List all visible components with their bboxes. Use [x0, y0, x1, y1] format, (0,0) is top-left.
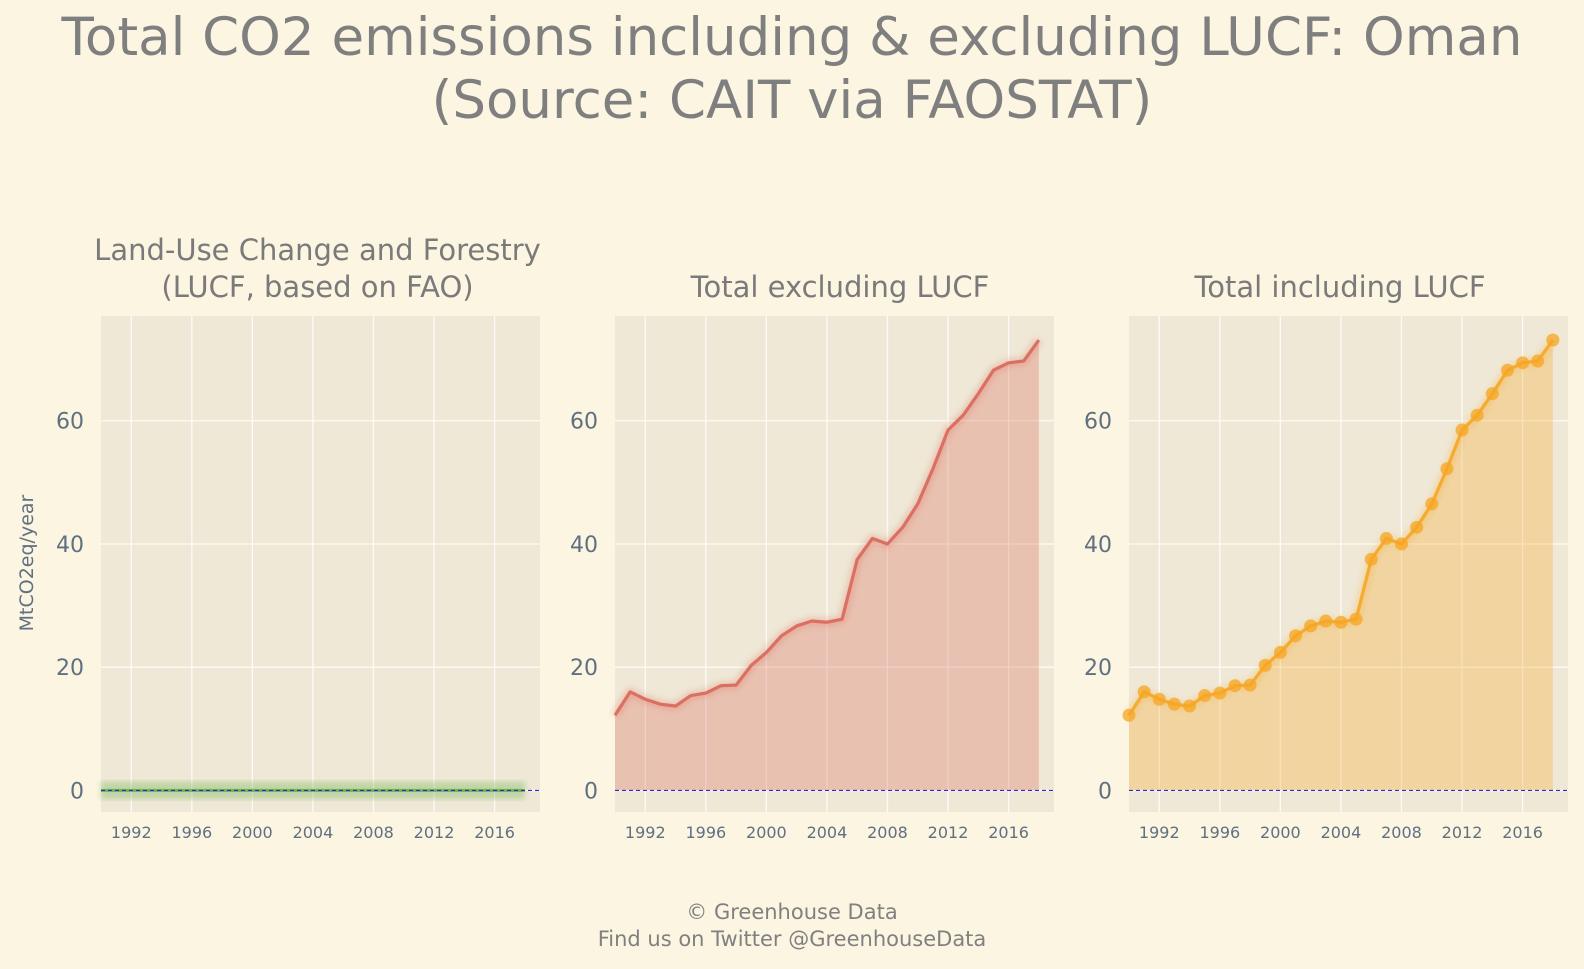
x-tick-label-lucf: 2000: [232, 823, 273, 842]
x-tick-label-excluding: 2008: [867, 823, 908, 842]
panel-title-including: Total including LUCF: [1070, 269, 1584, 306]
figure-title: Total CO2 emissions including & excludin…: [0, 6, 1584, 132]
data-point-including: [1152, 692, 1166, 706]
y-tick-label-excluding: 0: [584, 779, 598, 804]
y-tick-label-lucf: 60: [56, 410, 84, 435]
series-area-excluding: [615, 340, 1039, 791]
series-line-excluding: [613, 339, 1041, 717]
data-point-including: [1304, 619, 1318, 633]
panel-lucf: 0 20 40 60 1992 1996 2000 2004 2008 2012 2016: [56, 316, 540, 842]
y-tick-label-including: 60: [1084, 410, 1112, 435]
y-tick-label-including: 40: [1084, 533, 1112, 558]
y-tick-label-including: 20: [1084, 656, 1112, 681]
y-tick-label-excluding: 60: [570, 410, 598, 435]
data-point-including: [1243, 678, 1257, 692]
x-tick-label-including: 1992: [1139, 823, 1180, 842]
x-tick-label-excluding: 2004: [807, 823, 848, 842]
y-tick-label-including: 0: [1098, 779, 1112, 804]
x-tick-label-including: 2008: [1381, 823, 1422, 842]
x-tick-label-lucf: 2012: [414, 823, 455, 842]
data-point-including: [1379, 531, 1393, 545]
x-tick-label-lucf: 1996: [171, 823, 212, 842]
figure-title-line1: Total CO2 emissions including & excludin…: [61, 7, 1523, 68]
panel-title-excluding: Total excluding LUCF: [560, 269, 1120, 306]
data-point-including: [1122, 708, 1136, 722]
data-point-including: [1546, 333, 1560, 347]
data-point-including: [1425, 497, 1439, 511]
x-tick-label-lucf: 2008: [353, 823, 394, 842]
data-point-including: [1319, 614, 1333, 628]
panel-title-lucf-line1: Land-Use Change and Forestry: [94, 233, 541, 267]
x-tick-label-excluding: 2012: [928, 823, 969, 842]
data-point-including: [1349, 612, 1363, 626]
data-point-including: [1364, 552, 1378, 566]
x-tick-label-excluding: 2016: [988, 823, 1029, 842]
data-point-including: [1273, 645, 1287, 659]
panel-excluding: 0 20 40 60 1992 1996 2000 2004 2008 2012 2016: [570, 316, 1054, 842]
data-point-including: [1137, 685, 1151, 699]
data-point-including: [1228, 679, 1242, 693]
data-point-including: [1470, 408, 1484, 422]
data-point-including: [1516, 356, 1530, 370]
series-area-including: [1129, 340, 1553, 791]
figure-title-line2: (Source: CAIT via FAOSTAT): [431, 70, 1153, 131]
panel-title-lucf-line2: (LUCF, based on FAO): [161, 270, 474, 304]
data-point-including: [1334, 615, 1348, 629]
panel-title-lucf: Land-Use Change and Forestry (LUCF, base…: [60, 232, 575, 306]
y-tick-label-excluding: 20: [570, 656, 598, 681]
data-point-including: [1455, 423, 1469, 437]
x-tick-label-excluding: 1992: [625, 823, 666, 842]
plot-background-lucf: [101, 316, 540, 812]
x-tick-label-excluding: 2000: [746, 823, 787, 842]
x-tick-label-lucf: 2004: [293, 823, 334, 842]
plot-background-excluding: [615, 316, 1054, 812]
data-point-including: [1394, 537, 1408, 551]
x-tick-label-including: 2012: [1442, 823, 1483, 842]
data-point-including: [1167, 697, 1181, 711]
x-tick-label-lucf: 2016: [474, 823, 515, 842]
credit-line1: © Greenhouse Data: [686, 900, 898, 924]
x-tick-label-lucf: 1992: [111, 823, 152, 842]
data-point-including: [1258, 658, 1272, 672]
credit-line2: Find us on Twitter @GreenhouseData: [597, 927, 987, 951]
x-tick-label-including: 2000: [1260, 823, 1301, 842]
y-tick-label-excluding: 40: [570, 533, 598, 558]
y-tick-label-lucf: 40: [56, 533, 84, 558]
panel-title-excluding-line1: Total excluding LUCF: [690, 270, 990, 304]
x-tick-label-excluding: 1996: [685, 823, 726, 842]
panel-title-including-line1: Total including LUCF: [1194, 270, 1486, 304]
credit: © Greenhouse Data Find us on Twitter @Gr…: [0, 899, 1584, 953]
y-tick-label-lucf: 20: [56, 656, 84, 681]
y-tick-label-lucf: 0: [70, 779, 84, 804]
data-point-including: [1531, 354, 1545, 368]
x-tick-label-including: 2004: [1321, 823, 1362, 842]
data-point-including: [1198, 689, 1212, 703]
data-point-including: [1440, 462, 1454, 476]
data-point-including: [1289, 629, 1303, 643]
data-point-including: [1500, 363, 1514, 377]
data-point-including: [1213, 686, 1227, 700]
y-axis-label: MtCO2eq/year: [16, 494, 38, 631]
x-tick-label-including: 2016: [1502, 823, 1543, 842]
data-point-including: [1183, 699, 1197, 713]
data-point-including: [1410, 520, 1424, 534]
panel-including: 0 20 40 60 1992 1996 2000 2004 2008 2012 2016: [1084, 316, 1568, 842]
data-point-including: [1485, 387, 1499, 401]
x-tick-label-including: 1996: [1199, 823, 1240, 842]
